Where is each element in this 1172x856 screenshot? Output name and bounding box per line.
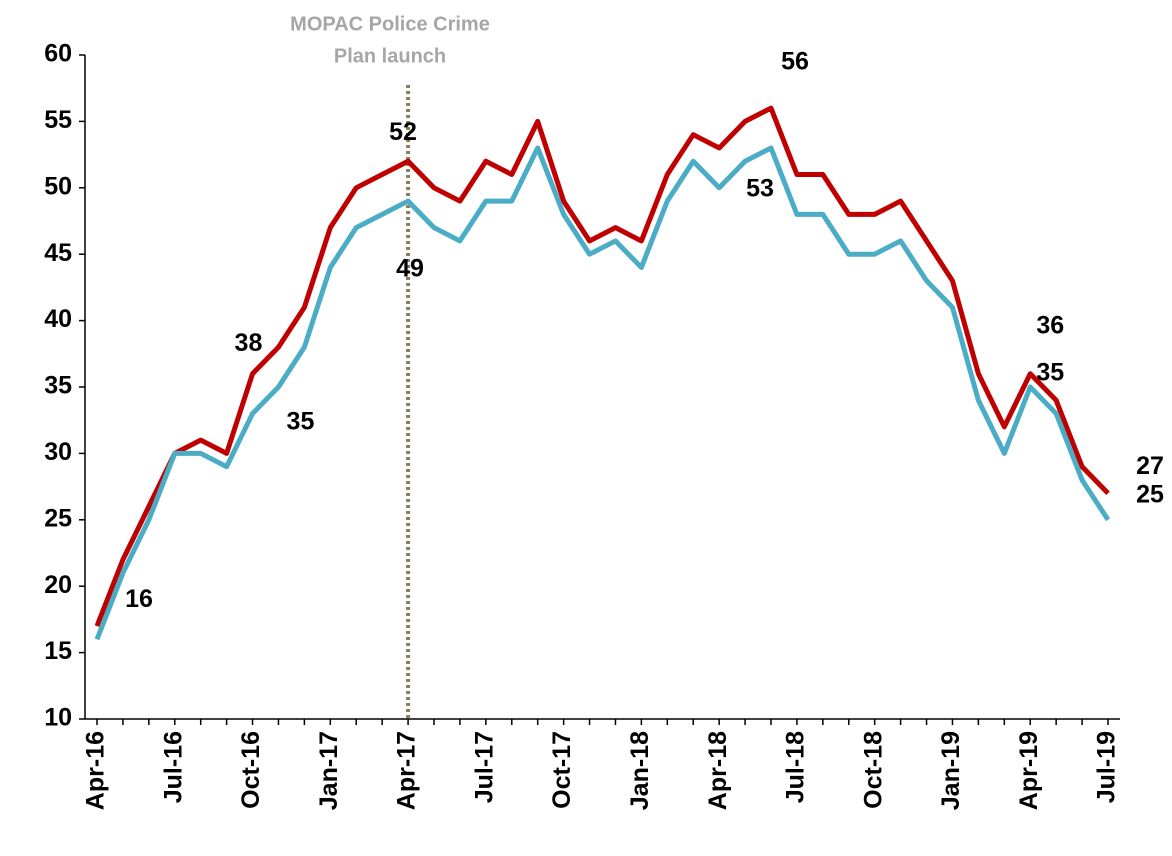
- data-label: 38: [235, 329, 263, 357]
- data-label: 27: [1136, 452, 1164, 480]
- data-label: 16: [125, 585, 153, 613]
- y-tick-label: 10: [44, 704, 72, 732]
- x-tick-label: Jan-17: [315, 731, 343, 810]
- x-tick-label: Oct-18: [859, 731, 887, 809]
- series-line: [94, 105, 1110, 627]
- x-tick-label: Jul-17: [470, 731, 498, 803]
- x-tick-label: Apr-18: [704, 731, 732, 810]
- x-tick-label: Jan-18: [626, 731, 654, 810]
- y-tick-label: 40: [44, 305, 72, 333]
- data-label: 35: [1036, 359, 1064, 387]
- x-tick-label: Jul-19: [1093, 731, 1121, 803]
- y-tick-label: 60: [44, 40, 72, 68]
- y-tick-label: 55: [44, 106, 72, 134]
- y-tick-label: 35: [44, 372, 72, 400]
- y-tick-label: 30: [44, 438, 72, 466]
- annotation-text: Plan launch: [334, 45, 446, 67]
- data-label: 25: [1136, 480, 1164, 508]
- x-tick-label: Jul-16: [159, 731, 187, 803]
- x-tick-label: Apr-16: [82, 731, 110, 810]
- x-tick-label: Jul-18: [782, 731, 810, 803]
- x-tick-label: Apr-17: [393, 731, 421, 810]
- x-tick-label: Oct-16: [237, 731, 265, 809]
- y-tick-label: 25: [44, 504, 72, 532]
- data-label: 53: [746, 175, 774, 203]
- data-label: 35: [287, 408, 315, 436]
- x-tick-label: Apr-19: [1015, 731, 1043, 810]
- data-label: 49: [396, 255, 424, 283]
- y-tick-label: 15: [44, 637, 72, 665]
- y-tick-label: 45: [44, 239, 72, 267]
- y-tick-label: 50: [44, 172, 72, 200]
- y-tick-label: 20: [44, 571, 72, 599]
- series-line: [94, 145, 1111, 641]
- data-label: 36: [1036, 311, 1064, 339]
- data-label: 52: [389, 118, 417, 146]
- data-label: 56: [781, 48, 809, 76]
- x-tick-label: Oct-17: [548, 731, 576, 809]
- x-tick-label: Jan-19: [937, 731, 965, 810]
- annotation-text: MOPAC Police Crime: [290, 13, 490, 35]
